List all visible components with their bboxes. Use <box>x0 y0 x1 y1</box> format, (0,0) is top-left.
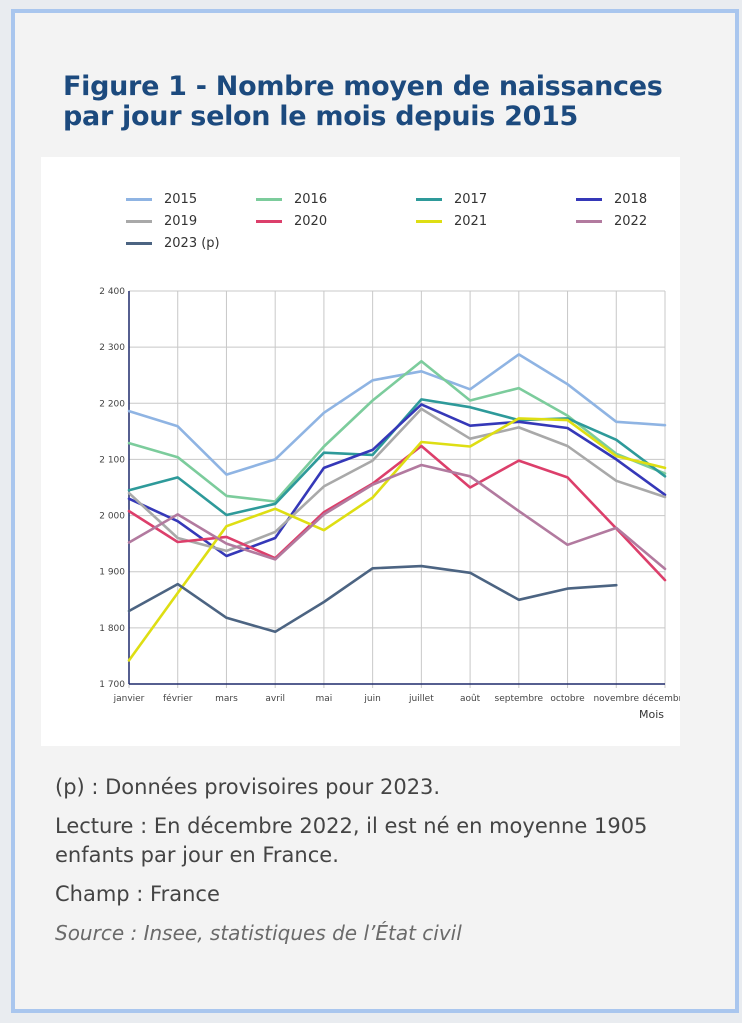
legend-swatch <box>576 197 602 201</box>
y-tick-label: 1 800 <box>99 624 125 634</box>
series-line-2020 <box>127 444 667 582</box>
legend-swatch <box>576 219 602 223</box>
series-line-2015 <box>127 353 667 476</box>
legend-item: 2018 <box>576 190 647 208</box>
legend-item: 2015 <box>126 190 197 208</box>
legend-label: 2015 <box>164 191 198 207</box>
legend-label: 2020 <box>294 213 328 229</box>
legend-item: 2016 <box>256 190 327 208</box>
legend-item: 2017 <box>416 190 487 208</box>
series-line-2018 <box>127 403 667 558</box>
legend-swatch <box>256 197 282 201</box>
legend-label: 2021 <box>454 213 488 229</box>
legend-label: 2018 <box>614 191 648 207</box>
y-tick-label: 1 700 <box>99 680 125 690</box>
y-tick-label: 1 900 <box>99 568 125 578</box>
legend-item: 2021 <box>416 212 487 230</box>
legend-label: 2022 <box>614 213 648 229</box>
source-note: Source : Insee, statistiques de l’État c… <box>55 921 462 945</box>
legend-swatch <box>416 219 442 223</box>
figure-notes: (p) : Données provisoires pour 2023. Lec… <box>55 773 695 958</box>
legend-item: 2023 (p) <box>126 234 220 252</box>
reading-note: Lecture : En décembre 2022, il est né en… <box>55 814 648 867</box>
legend-swatch <box>126 197 152 201</box>
x-tick-label: juin <box>363 694 380 704</box>
x-tick-label: mai <box>316 694 333 704</box>
series-line-2022 <box>127 463 667 571</box>
x-tick-label: novembre <box>593 694 639 704</box>
x-tick-label: décembre <box>642 693 680 704</box>
x-tick-label: octobre <box>550 694 585 704</box>
x-axis-title: Mois <box>639 708 664 721</box>
x-tick-label: juillet <box>408 694 434 704</box>
legend-swatch <box>126 241 152 245</box>
legend-item: 2022 <box>576 212 647 230</box>
y-tick-label: 2 000 <box>99 512 125 522</box>
provisional-note: (p) : Données provisoires pour 2023. <box>55 775 441 799</box>
legend-label: 2023 (p) <box>164 235 220 251</box>
legend-label: 2016 <box>294 191 328 207</box>
y-tick-label: 2 200 <box>99 399 125 409</box>
x-tick-label: janvier <box>113 694 145 704</box>
y-tick-label: 2 100 <box>99 455 125 465</box>
x-tick-label: mars <box>215 694 238 704</box>
scope-note: Champ : France <box>55 882 220 906</box>
figure-title: Figure 1 - Nombre moyen de naissances pa… <box>63 71 663 132</box>
legend-item: 2020 <box>256 212 327 230</box>
legend-swatch <box>256 219 282 223</box>
legend-swatch <box>416 197 442 201</box>
legend-item: 2019 <box>126 212 197 230</box>
x-tick-label: avril <box>265 694 285 704</box>
series-line-2019 <box>127 407 667 553</box>
line-chart: 1 700 1 800 1 900 2 000 2 100 2 200 2 300 2 400… <box>99 287 680 721</box>
legend-label: 2019 <box>164 213 198 229</box>
x-tick-label: février <box>163 693 193 704</box>
legend-label: 2017 <box>454 191 488 207</box>
chart-card: 2015 2016 2017 2018 2019 2020 2021 2022 2023 (p)… <box>41 157 680 746</box>
y-tick-label: 2 300 <box>99 343 125 353</box>
y-tick-label: 2 400 <box>99 287 125 297</box>
legend-swatch <box>126 219 152 223</box>
x-tick-label: août <box>460 694 481 704</box>
x-tick-label: septembre <box>495 694 544 704</box>
series-line-2023p <box>127 564 618 634</box>
